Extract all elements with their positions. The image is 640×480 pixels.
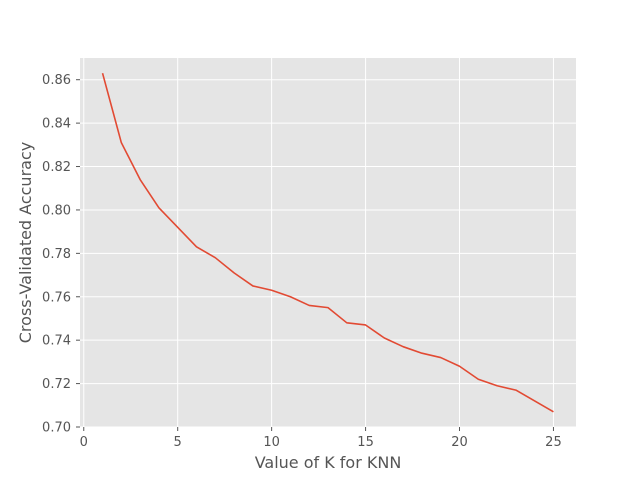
y-tick-label: 0.78 bbox=[42, 247, 71, 262]
x-tick-label: 5 bbox=[174, 435, 182, 450]
y-tick-label: 0.84 bbox=[42, 117, 71, 132]
data-series bbox=[101, 72, 554, 413]
y-tick-label: 0.86 bbox=[42, 73, 71, 88]
y-axis-label: Cross-Validated Accuracy bbox=[16, 142, 35, 343]
plot-area bbox=[80, 58, 576, 427]
grid-lines bbox=[80, 58, 576, 428]
x-tick-label: 0 bbox=[80, 435, 88, 450]
x-tick-label: 20 bbox=[451, 435, 468, 450]
x-axis-label: Value of K for KNN bbox=[255, 453, 402, 472]
x-tick-label: 25 bbox=[545, 435, 562, 450]
y-tick-label: 0.76 bbox=[42, 290, 71, 305]
y-tick-label: 0.72 bbox=[42, 377, 71, 392]
series-line bbox=[101, 72, 554, 413]
axis-ticks: 0 5 10 15 20 25 0.70 0.72 0.74 0.76 0.78 0.80 0.82 0.… bbox=[42, 73, 562, 450]
y-tick-label: 0.82 bbox=[42, 160, 71, 175]
x-tick-label: 10 bbox=[263, 435, 280, 450]
y-tick-label: 0.74 bbox=[42, 334, 71, 349]
y-tick-label: 0.80 bbox=[42, 203, 71, 218]
x-tick-label: 15 bbox=[357, 435, 374, 450]
y-tick-label: 0.70 bbox=[42, 421, 71, 436]
